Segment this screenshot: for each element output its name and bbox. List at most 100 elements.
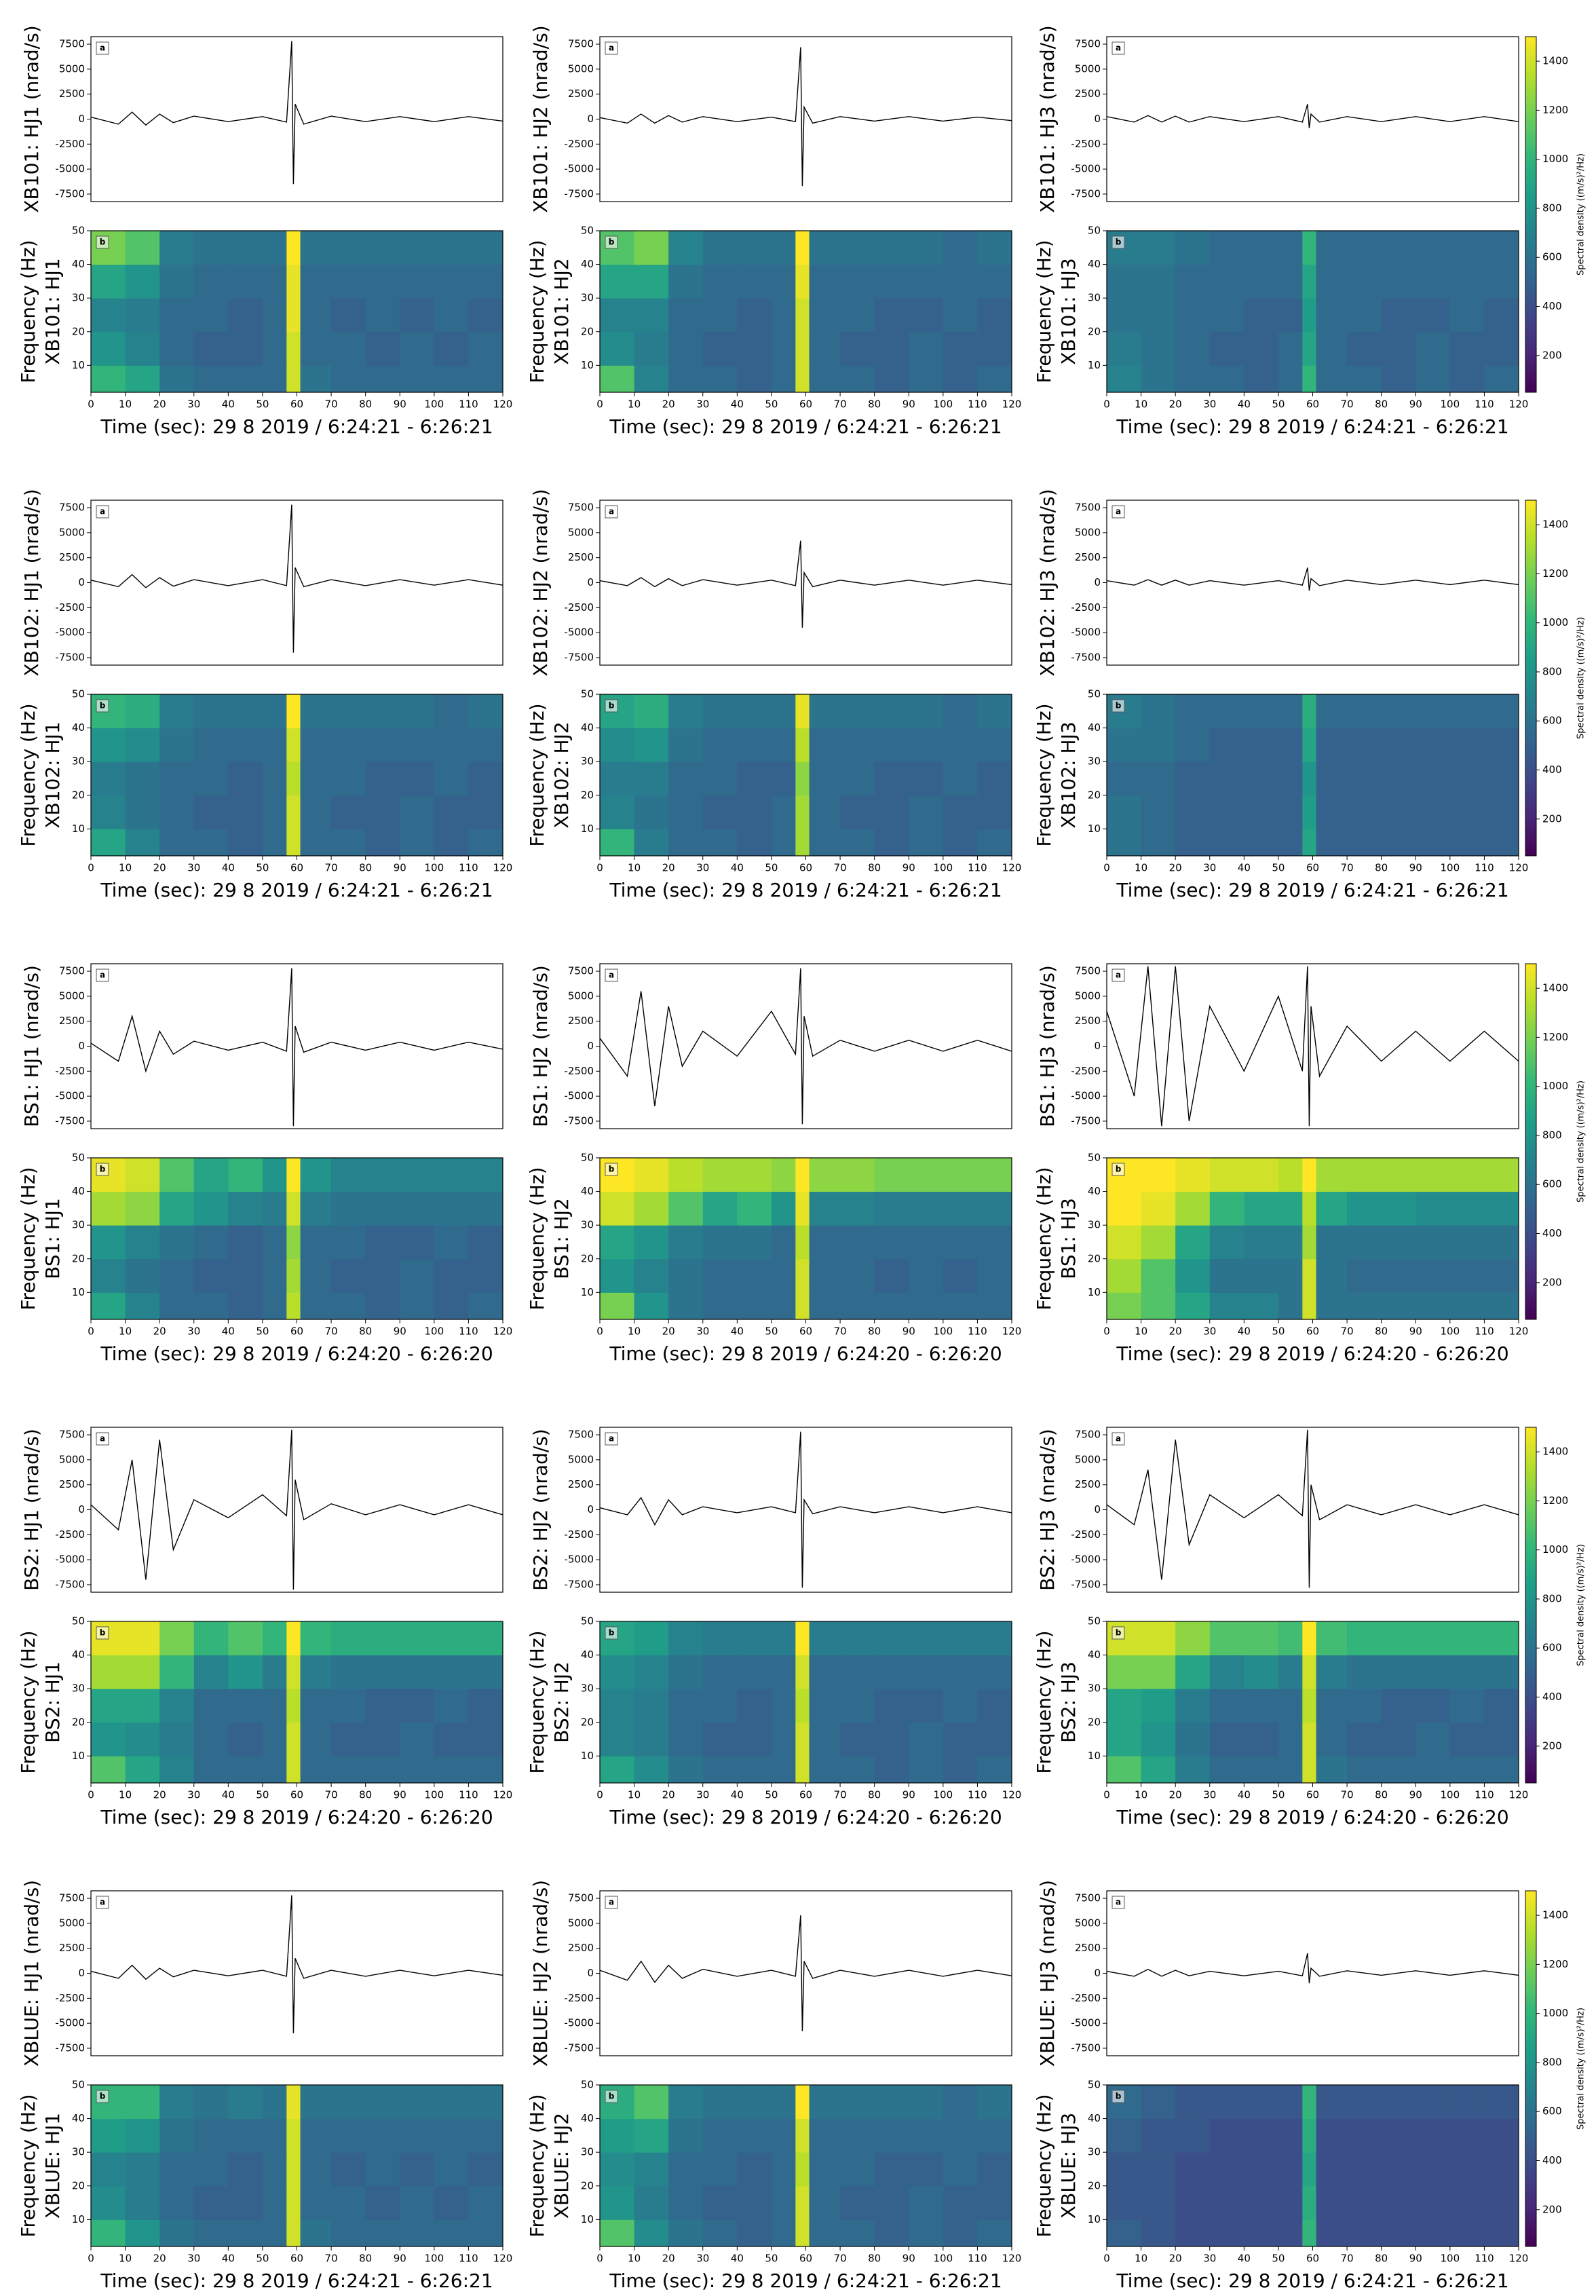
panel-label: b bbox=[100, 1628, 106, 1638]
heatmap-cell bbox=[1449, 331, 1485, 366]
heatmap-cell bbox=[1107, 1292, 1142, 1320]
heatmap-cell bbox=[159, 2118, 195, 2153]
heatmap-cell bbox=[91, 1655, 126, 1689]
x-tick-label: 70 bbox=[325, 398, 338, 411]
heatmap-cell bbox=[795, 298, 810, 333]
heatmap-cell bbox=[1278, 829, 1303, 857]
heatmap-cell bbox=[809, 1621, 841, 1656]
heatmap-cell bbox=[365, 1621, 400, 1656]
heatmap-cell bbox=[1484, 1191, 1519, 1226]
heatmap-cell bbox=[1449, 298, 1485, 333]
x-tick-label: 0 bbox=[88, 2253, 94, 2265]
x-tick-label: 70 bbox=[325, 862, 338, 874]
y-axis-label: Frequency (Hz) bbox=[17, 1630, 39, 1773]
heatmap-cell bbox=[634, 1292, 669, 1320]
x-tick-label: 120 bbox=[1002, 2253, 1022, 2265]
heatmap-cell bbox=[228, 298, 263, 333]
y-axis-label: XB101: HJ1 (nrad/s) bbox=[20, 25, 43, 212]
y-tick-label: 2500 bbox=[59, 88, 85, 100]
x-tick-label: 90 bbox=[394, 1325, 406, 1338]
heatmap-cell bbox=[1449, 1655, 1485, 1689]
y-tick-label: 50 bbox=[1088, 1152, 1101, 1164]
heatmap-cell bbox=[1278, 1191, 1303, 1226]
heatmap-cell bbox=[840, 829, 875, 857]
y-tick-label: 20 bbox=[1088, 2179, 1101, 2191]
heatmap-cell bbox=[909, 1621, 944, 1656]
heatmap-cell bbox=[1209, 795, 1244, 829]
heatmap-cell bbox=[1278, 365, 1303, 393]
x-tick-label: 0 bbox=[596, 398, 603, 411]
heatmap-cell bbox=[228, 1225, 263, 1260]
x-tick-label: 120 bbox=[1509, 1789, 1529, 1801]
y-axis-label: XBLUE: HJ3 (nrad/s) bbox=[1036, 1880, 1059, 2067]
heatmap-cell bbox=[228, 1292, 263, 1320]
heatmap-cell bbox=[262, 2152, 287, 2187]
heatmap-cell bbox=[1381, 2085, 1416, 2120]
heatmap-cell bbox=[1244, 1689, 1279, 1723]
y-tick-label: 40 bbox=[72, 1649, 85, 1661]
heatmap-cell bbox=[159, 331, 195, 366]
heatmap-cell bbox=[909, 2185, 944, 2220]
heatmap-cell bbox=[1244, 2185, 1279, 2220]
heatmap-cell bbox=[1316, 2185, 1348, 2220]
heatmap-cell bbox=[125, 1655, 160, 1689]
waveform bbox=[599, 1431, 1012, 1588]
y-tick-label: 5000 bbox=[1075, 526, 1101, 538]
y-tick-label: 7500 bbox=[568, 502, 594, 514]
heatmap-cell bbox=[809, 1756, 841, 1784]
x-tick-label: 40 bbox=[222, 1325, 235, 1338]
x-tick-label: 10 bbox=[628, 862, 641, 874]
heatmap-cell bbox=[331, 1225, 366, 1260]
x-tick-label: 30 bbox=[696, 862, 709, 874]
heatmap-cell bbox=[1278, 2085, 1303, 2120]
heatmap-cell bbox=[771, 829, 796, 857]
heatmap-cell bbox=[977, 1756, 1012, 1784]
x-tick-label: 90 bbox=[394, 862, 406, 874]
heatmap-cell bbox=[1416, 365, 1451, 393]
y-tick-label: 30 bbox=[72, 292, 85, 304]
panel-label: b bbox=[100, 238, 106, 247]
heatmap-cell bbox=[228, 2085, 263, 2120]
heatmap-cell bbox=[193, 1225, 229, 1260]
heatmap-cell bbox=[1484, 264, 1519, 299]
y-tick-label: 10 bbox=[1088, 1286, 1101, 1298]
heatmap-cell bbox=[365, 829, 400, 857]
heatmap-cell bbox=[159, 1158, 195, 1192]
heatmap-cell bbox=[91, 1722, 126, 1756]
panel-label-box bbox=[605, 1626, 618, 1640]
heatmap-cell bbox=[300, 795, 332, 829]
heatmap-cell bbox=[1347, 1158, 1382, 1192]
heatmap-cell bbox=[1175, 1225, 1211, 1260]
y-tick-label: -5000 bbox=[564, 1554, 594, 1566]
x-tick-label: 80 bbox=[868, 1789, 881, 1801]
x-tick-label: 90 bbox=[902, 862, 915, 874]
heatmap-cell bbox=[434, 2118, 469, 2153]
x-tick-label: 100 bbox=[1441, 2253, 1460, 2265]
heatmap-cell bbox=[702, 1225, 738, 1260]
heatmap-cell bbox=[125, 728, 160, 762]
y-tick-label: 7500 bbox=[568, 38, 594, 50]
heatmap-cell bbox=[1175, 1621, 1211, 1656]
y-axis-label: XB101: HJ3 (nrad/s) bbox=[1036, 25, 1059, 212]
heatmap-cell bbox=[1449, 264, 1485, 299]
y-tick-label: 2500 bbox=[59, 1478, 85, 1490]
y-tick-label: 40 bbox=[581, 258, 594, 270]
y-tick-label: -5000 bbox=[564, 163, 594, 175]
heatmap-cell bbox=[286, 795, 301, 829]
x-axis-label: Time (sec): 29 8 2019 / 6:24:21 - 6:26:2… bbox=[100, 879, 493, 901]
heatmap-cell bbox=[1347, 1722, 1382, 1756]
waveform bbox=[1106, 1429, 1519, 1588]
heatmap-cell bbox=[125, 365, 160, 393]
heatmap-cell bbox=[840, 331, 875, 366]
heatmap-cell bbox=[702, 365, 738, 393]
heatmap-cell bbox=[365, 1258, 400, 1293]
heatmap-cell bbox=[434, 2152, 469, 2187]
y-tick-label: 5000 bbox=[568, 990, 594, 1002]
y-tick-label: -7500 bbox=[1071, 2041, 1101, 2054]
y-tick-label: 10 bbox=[1088, 1750, 1101, 1762]
heatmap-cell bbox=[365, 795, 400, 829]
heatmap-cell bbox=[1209, 298, 1244, 333]
heatmap-cell bbox=[943, 2152, 978, 2187]
heatmap-cell bbox=[840, 1655, 875, 1689]
heatmap-cell bbox=[193, 2085, 229, 2120]
